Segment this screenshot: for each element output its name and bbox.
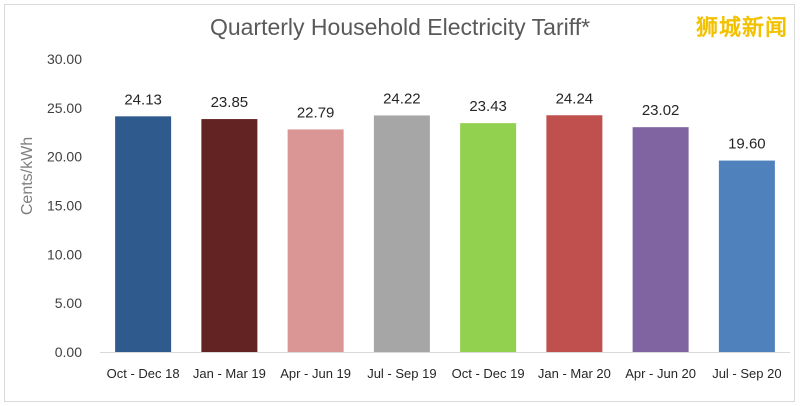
bar-value-label: 23.43 [469, 98, 507, 115]
y-tick-label: 20.00 [47, 149, 82, 165]
x-category-label: Jul - Sep 20 [712, 366, 781, 381]
y-axis-title: Cents/kWh [19, 137, 36, 215]
bar [373, 115, 430, 353]
bar-value-label: 24.24 [556, 90, 594, 107]
bar [718, 160, 775, 352]
y-tick-label: 0.00 [55, 344, 82, 360]
bar [201, 119, 258, 352]
bar-value-label: 23.02 [642, 102, 680, 119]
x-category-label: Apr - Jun 20 [625, 366, 696, 381]
bar-value-label: 24.22 [383, 90, 421, 107]
data-labels: 24.13 23.85 22.79 24.22 23.43 24.24 23.02 19.60 [124, 90, 765, 152]
watermark-logo: 狮城新闻 [695, 16, 788, 41]
y-tick-label: 10.00 [47, 246, 82, 262]
bar [460, 123, 517, 353]
bar [115, 116, 172, 353]
bar-value-label: 24.13 [124, 91, 162, 108]
y-axis-ticks: 0.00 5.00 10.00 15.00 20.00 25.00 30.00 [47, 51, 82, 360]
bar [632, 127, 689, 353]
y-tick-label: 15.00 [47, 198, 82, 214]
bar [287, 129, 344, 352]
bars [115, 115, 775, 353]
bar-value-label: 23.85 [211, 94, 249, 111]
bar-value-label: 19.60 [728, 136, 766, 153]
chart-title: Quarterly Household Electricity Tariff* [209, 14, 591, 40]
x-category-label: Oct - Dec 18 [107, 366, 180, 381]
bar-value-label: 22.79 [297, 104, 335, 121]
x-category-label: Jan - Mar 20 [538, 366, 611, 381]
x-category-label: Jul - Sep 19 [367, 366, 436, 381]
y-tick-label: 5.00 [55, 295, 82, 311]
y-tick-label: 30.00 [47, 51, 82, 67]
y-tick-label: 25.00 [47, 100, 82, 116]
x-axis-labels: Oct - Dec 18 Jan - Mar 19 Apr - Jun 19 Jul … [107, 366, 782, 381]
bar [546, 115, 603, 352]
x-category-label: Apr - Jun 19 [280, 366, 351, 381]
x-category-label: Oct - Dec 19 [452, 366, 525, 381]
x-category-label: Jan - Mar 19 [193, 366, 266, 381]
